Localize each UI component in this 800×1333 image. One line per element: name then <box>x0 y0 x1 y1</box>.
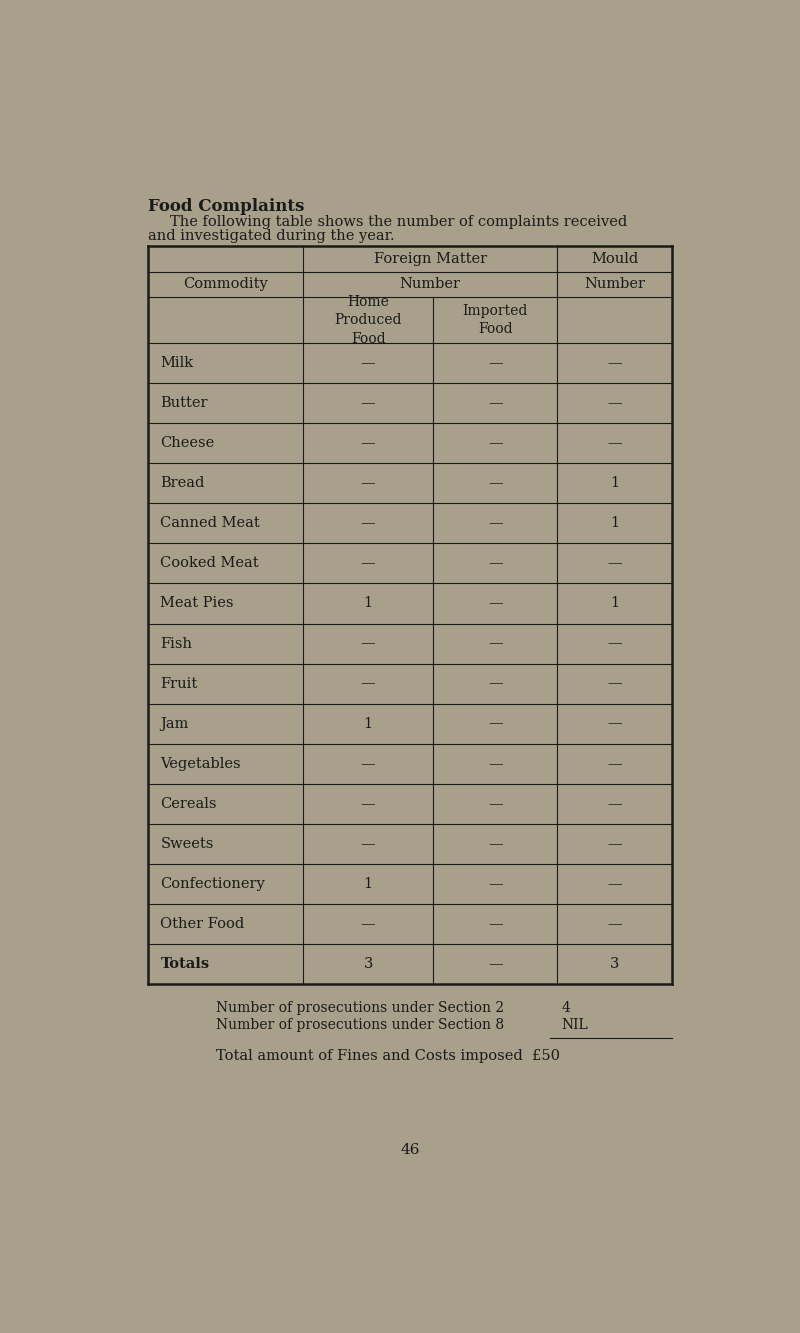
Text: 1: 1 <box>610 516 619 531</box>
Text: Canned Meat: Canned Meat <box>161 516 260 531</box>
Text: Confectionery: Confectionery <box>161 877 266 890</box>
Text: —: — <box>361 797 375 810</box>
Text: 1: 1 <box>610 596 619 611</box>
Text: Cooked Meat: Cooked Meat <box>161 556 259 571</box>
Text: —: — <box>488 436 502 451</box>
Text: —: — <box>607 917 622 930</box>
Text: Number: Number <box>584 277 645 292</box>
Text: Bread: Bread <box>161 476 205 491</box>
Text: Butter: Butter <box>161 396 208 411</box>
Text: —: — <box>361 396 375 411</box>
Text: Other Food: Other Food <box>161 917 245 930</box>
Text: and investigated during the year.: and investigated during the year. <box>148 229 394 243</box>
Text: —: — <box>488 957 502 970</box>
Text: Number of prosecutions under Section 2: Number of prosecutions under Section 2 <box>216 1001 504 1014</box>
Text: —: — <box>607 436 622 451</box>
Text: Home
Produced
Food: Home Produced Food <box>334 295 402 345</box>
Text: —: — <box>488 637 502 651</box>
Text: Cereals: Cereals <box>161 797 217 810</box>
Text: Milk: Milk <box>161 356 194 371</box>
Text: —: — <box>488 917 502 930</box>
Text: Commodity: Commodity <box>183 277 268 292</box>
Text: —: — <box>361 917 375 930</box>
Text: —: — <box>607 677 622 690</box>
Text: —: — <box>607 837 622 850</box>
Text: —: — <box>607 717 622 730</box>
Text: Mould: Mould <box>591 252 638 265</box>
Text: —: — <box>488 356 502 371</box>
Text: 46: 46 <box>400 1144 420 1157</box>
Text: Food Complaints: Food Complaints <box>148 199 305 216</box>
Text: —: — <box>607 556 622 571</box>
Text: —: — <box>361 516 375 531</box>
Text: —: — <box>488 757 502 770</box>
Text: The following table shows the number of complaints received: The following table shows the number of … <box>170 216 627 229</box>
Text: Number: Number <box>400 277 461 292</box>
Text: —: — <box>361 637 375 651</box>
Text: —: — <box>488 516 502 531</box>
Text: —: — <box>488 717 502 730</box>
Text: Sweets: Sweets <box>161 837 214 850</box>
Text: Imported
Food: Imported Food <box>462 304 528 336</box>
Text: Total amount of Fines and Costs imposed  £50: Total amount of Fines and Costs imposed … <box>216 1049 560 1062</box>
Text: Meat Pies: Meat Pies <box>161 596 234 611</box>
Text: —: — <box>607 356 622 371</box>
Text: 1: 1 <box>363 596 373 611</box>
Text: Totals: Totals <box>161 957 210 970</box>
Text: —: — <box>361 677 375 690</box>
Text: NIL: NIL <box>561 1017 588 1032</box>
Text: Fruit: Fruit <box>161 677 198 690</box>
Text: —: — <box>488 677 502 690</box>
Text: 1: 1 <box>363 877 373 890</box>
Text: —: — <box>488 396 502 411</box>
Text: 1: 1 <box>363 717 373 730</box>
Text: 3: 3 <box>363 957 373 970</box>
Text: —: — <box>488 556 502 571</box>
Text: Jam: Jam <box>161 717 189 730</box>
Text: —: — <box>488 797 502 810</box>
Text: —: — <box>361 556 375 571</box>
Text: —: — <box>607 877 622 890</box>
Text: —: — <box>607 637 622 651</box>
Text: —: — <box>361 436 375 451</box>
Text: —: — <box>607 757 622 770</box>
Text: —: — <box>488 596 502 611</box>
Text: Foreign Matter: Foreign Matter <box>374 252 486 265</box>
Text: Number of prosecutions under Section 8: Number of prosecutions under Section 8 <box>216 1017 504 1032</box>
Text: Cheese: Cheese <box>161 436 214 451</box>
Text: 4: 4 <box>561 1001 570 1014</box>
Text: —: — <box>488 877 502 890</box>
Text: —: — <box>607 396 622 411</box>
Text: —: — <box>361 356 375 371</box>
Text: Fish: Fish <box>161 637 193 651</box>
Text: Vegetables: Vegetables <box>161 757 241 770</box>
Text: —: — <box>361 837 375 850</box>
Text: —: — <box>361 757 375 770</box>
Text: —: — <box>488 476 502 491</box>
Text: —: — <box>361 476 375 491</box>
Text: 1: 1 <box>610 476 619 491</box>
Text: 3: 3 <box>610 957 619 970</box>
Text: —: — <box>607 797 622 810</box>
Text: —: — <box>488 837 502 850</box>
